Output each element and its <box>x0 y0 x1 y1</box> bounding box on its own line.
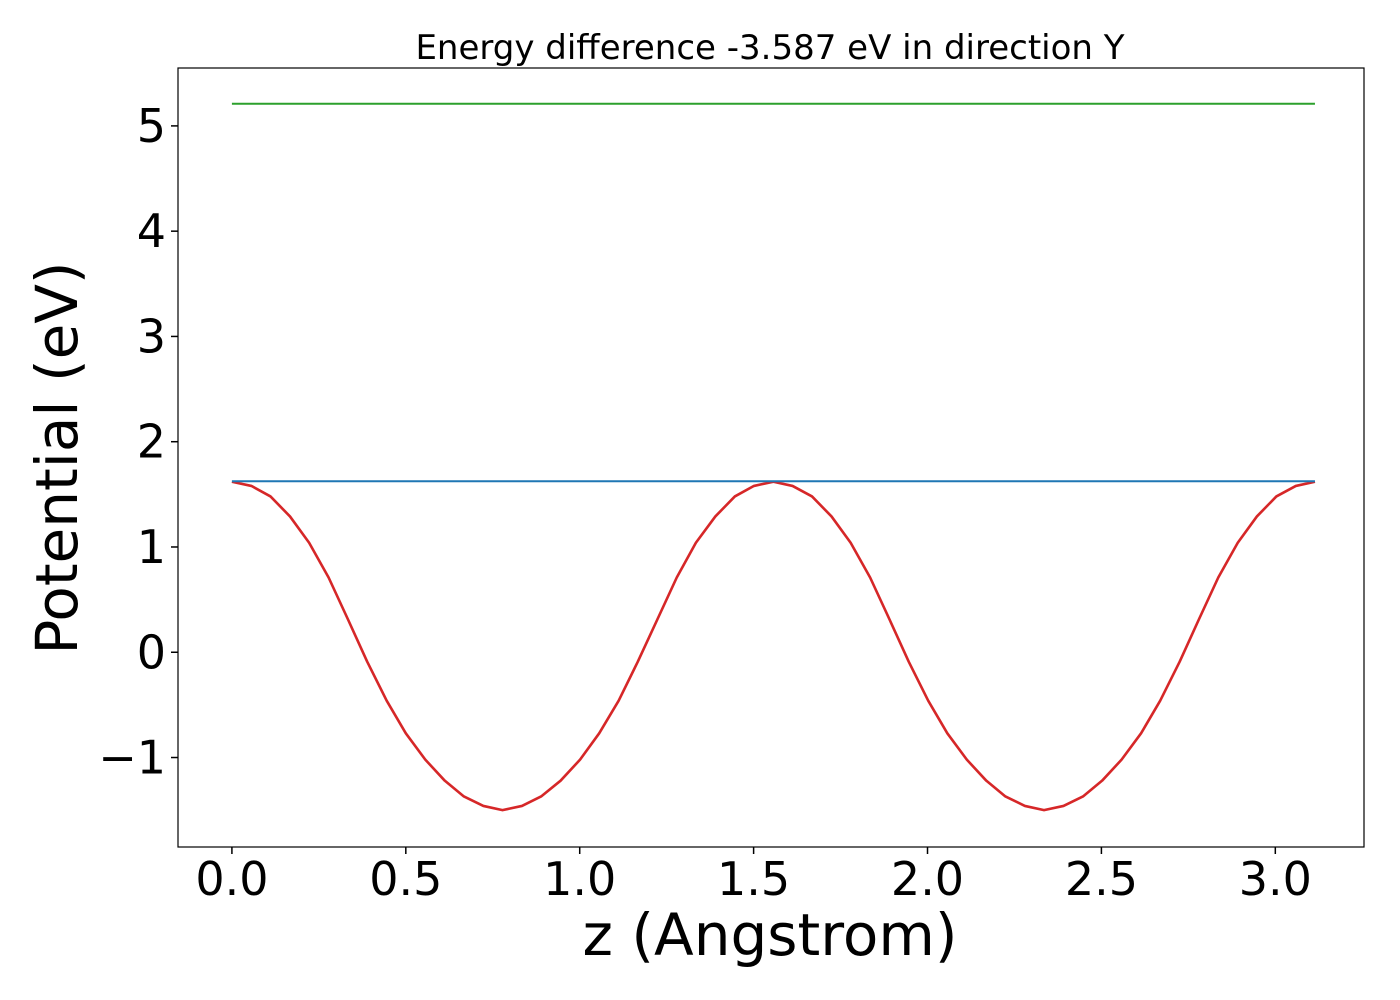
y-tick-label: 0 <box>137 625 166 679</box>
x-tick-label: 2.0 <box>891 852 964 906</box>
x-tick-label: 3.0 <box>1239 852 1312 906</box>
x-tick-label: 2.5 <box>1065 852 1138 906</box>
series-layer <box>231 102 1316 812</box>
x-tick-label: 0.0 <box>195 852 268 906</box>
y-axis-label: Potential (eV) <box>23 261 91 654</box>
x-tick-label: 1.5 <box>717 852 790 906</box>
y-tick-label: 4 <box>137 204 166 258</box>
chart-title: Energy difference -3.587 eV in direction… <box>415 28 1124 68</box>
x-axis-ticks: 0.0 0.5 1.0 1.5 2.0 2.5 3.0 <box>195 847 1312 906</box>
plot-frame <box>177 67 1365 848</box>
y-tick-label: 1 <box>137 520 166 574</box>
x-tick-label: 0.5 <box>369 852 442 906</box>
y-axis-ticks: −1 0 1 2 3 4 5 <box>98 99 178 785</box>
x-axis-label: z (Angstrom) <box>583 901 958 969</box>
y-tick-label: 3 <box>137 309 166 363</box>
y-tick-label: −1 <box>98 731 166 785</box>
x-tick-label: 1.0 <box>543 852 616 906</box>
y-tick-label: 5 <box>137 99 166 153</box>
y-tick-label: 2 <box>137 415 166 469</box>
